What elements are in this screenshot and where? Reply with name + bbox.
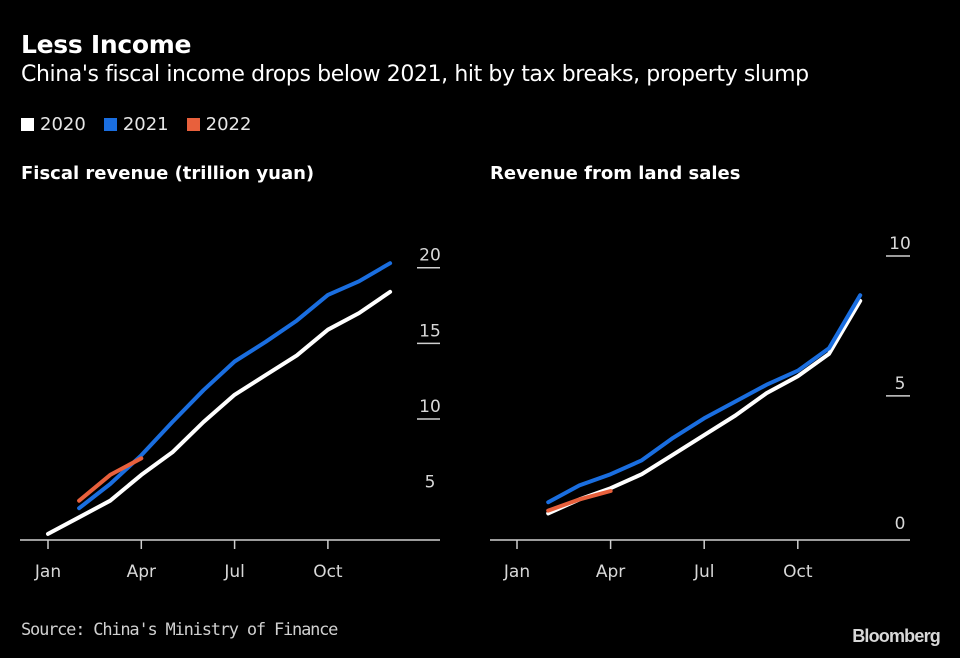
y-tick-label: 10 — [889, 234, 911, 254]
series-line-2022 — [546, 489, 613, 513]
land-sales-chart: 0 5 10 Jan Apr Jul Oct — [490, 234, 911, 582]
chart-title: Less Income — [21, 30, 192, 59]
legend-label-2020: 2020 — [40, 114, 86, 135]
source-note: Source: China's Ministry of Finance — [21, 620, 338, 640]
series-line-2021 — [77, 261, 393, 511]
panel-title-land-sales: Revenue from land sales — [490, 163, 741, 184]
y-tick-label: 5 — [425, 473, 436, 493]
x-tick-label: Jul — [693, 562, 715, 582]
bloomberg-logo: Bloomberg — [852, 626, 941, 646]
x-tick-label: Oct — [783, 562, 813, 582]
x-tick-label: Jan — [34, 562, 61, 582]
x-tick-label: Oct — [313, 562, 343, 582]
x-tick-label: Jul — [223, 562, 245, 582]
panel-title-fiscal-revenue: Fiscal revenue (trillion yuan) — [21, 163, 315, 184]
series-line-2021 — [546, 293, 863, 505]
legend-swatch-2020 — [21, 118, 34, 131]
x-tick-label: Apr — [596, 562, 625, 582]
legend-label-2022: 2022 — [205, 114, 252, 135]
y-tick-label: 5 — [895, 374, 906, 394]
y-tick-label: 15 — [419, 321, 441, 341]
x-tick-label: Apr — [127, 562, 156, 582]
series-line-2020 — [46, 289, 393, 536]
y-tick-label: 10 — [419, 397, 441, 417]
legend-item-2022: 2022 — [186, 114, 252, 135]
x-tick-label: Jan — [503, 562, 530, 582]
legend-item-2020: 2020 — [21, 114, 86, 135]
legend-label-2021: 2021 — [122, 114, 169, 135]
chart-subtitle: China's fiscal income drops below 2021, … — [21, 62, 809, 87]
y-tick-label: 0 — [895, 514, 906, 534]
series-line-2022 — [77, 456, 144, 503]
y-tick-label: 20 — [419, 246, 441, 266]
legend-item-2021: 2021 — [103, 114, 169, 135]
legend: 2020 2021 2022 — [21, 114, 251, 135]
fiscal-revenue-chart: 5 10 15 20 Jan Apr Jul Oct — [20, 246, 441, 582]
legend-swatch-2021 — [103, 118, 117, 131]
legend-swatch-2022 — [186, 118, 200, 131]
